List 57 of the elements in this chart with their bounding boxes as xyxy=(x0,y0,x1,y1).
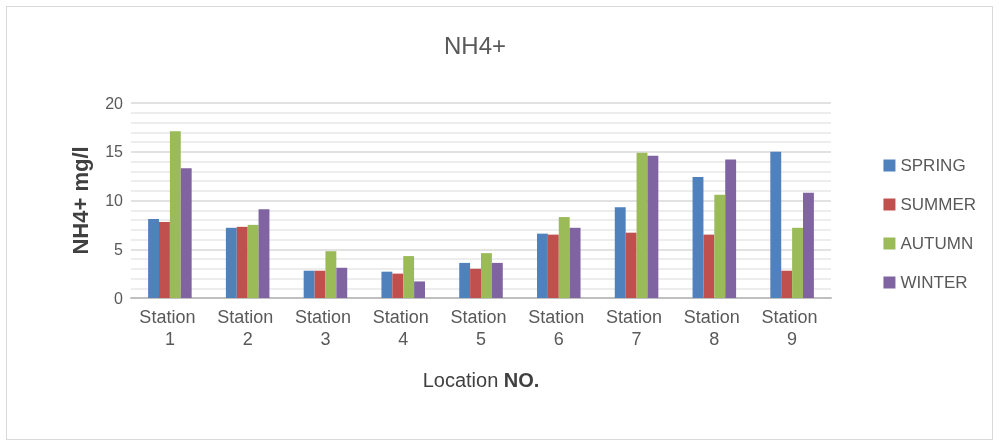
bar xyxy=(781,270,793,298)
y-tick-label: 20 xyxy=(105,94,124,112)
bar xyxy=(614,207,626,298)
bar xyxy=(159,221,170,298)
x-tick-label: Station 8 xyxy=(683,307,745,349)
legend-label: AUTUMN xyxy=(900,234,974,253)
bar xyxy=(692,177,704,298)
bar xyxy=(569,227,581,298)
legend-label: SUMMER xyxy=(900,195,977,214)
bar xyxy=(481,253,492,298)
chart-title: NH4+ xyxy=(443,31,507,59)
bar xyxy=(636,152,648,298)
x-tick-label: Station 9 xyxy=(761,307,823,349)
bar xyxy=(258,209,270,298)
bar xyxy=(558,217,570,298)
bar xyxy=(247,224,259,298)
legend-label: WINTER xyxy=(900,273,968,292)
bar xyxy=(491,262,503,298)
bar xyxy=(537,233,548,298)
bar xyxy=(392,273,404,298)
x-tick-label: Station 5 xyxy=(450,307,512,349)
bar xyxy=(547,234,559,298)
x-tick-label: Station 4 xyxy=(372,307,434,349)
y-tick-label: 15 xyxy=(105,143,124,161)
x-tick-label: Station 6 xyxy=(528,307,590,349)
bar xyxy=(647,155,659,298)
bar xyxy=(625,232,637,298)
bar xyxy=(303,270,315,298)
bar xyxy=(725,159,737,298)
bar xyxy=(314,270,326,298)
bar xyxy=(470,268,481,298)
bar xyxy=(325,251,337,298)
y-axis-title: NH4+ mg/l xyxy=(67,146,93,255)
x-tick-label: Station 7 xyxy=(606,307,668,349)
bar xyxy=(770,151,782,298)
x-tick-label: Station 1 xyxy=(139,307,201,349)
legend-label: SPRING xyxy=(900,156,966,175)
bar xyxy=(414,281,425,298)
y-tick-label: 10 xyxy=(105,192,124,209)
y-tick-label: 5 xyxy=(114,240,124,258)
x-tick-label: Station 2 xyxy=(217,307,279,349)
bar xyxy=(703,234,715,298)
bar xyxy=(180,168,192,298)
bar xyxy=(169,131,181,298)
bar xyxy=(803,192,814,298)
bar xyxy=(236,226,248,298)
bar xyxy=(381,271,393,298)
y-tick-label: 0 xyxy=(114,289,124,307)
bar xyxy=(714,194,726,298)
bar xyxy=(792,227,803,298)
x-axis-title: Location NO. xyxy=(422,369,540,391)
bar xyxy=(459,262,471,298)
bar xyxy=(225,227,237,298)
bar xyxy=(403,256,415,298)
bar xyxy=(148,219,159,298)
x-tick-label: Station 3 xyxy=(294,307,356,349)
bar xyxy=(336,267,348,298)
